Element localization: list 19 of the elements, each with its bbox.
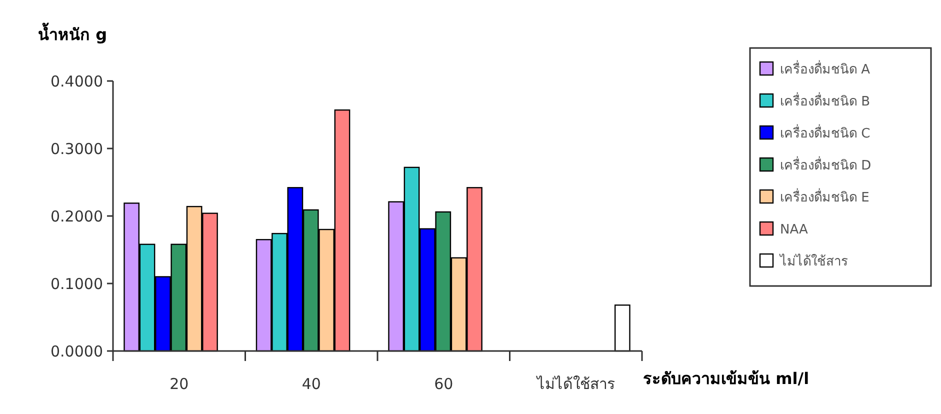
legend-label: เครื่องดื่มชนิด A: [780, 60, 870, 78]
bar: [614, 304, 630, 352]
x-tick-label: 20: [170, 375, 189, 393]
y-tick-label: 0.1000: [50, 274, 103, 293]
x-tick-label: 40: [302, 375, 321, 393]
legend-label: เครื่องดื่มชนิด B: [780, 92, 870, 110]
legend-label: เครื่องดื่มชนิด D: [780, 156, 872, 174]
x-tick-label: ไม่ได้ใช้สาร: [536, 375, 615, 393]
legend-label: เครื่องดื่มชนิด E: [780, 188, 870, 206]
legend-label: NAA: [780, 222, 808, 238]
x-tick-label: 60: [434, 375, 454, 393]
legend-label: ไม่ได้ใช้สาร: [779, 254, 848, 270]
y-axis-title: น้ำหนัก g: [38, 22, 108, 44]
y-tick-label: 0.4000: [50, 72, 103, 90]
y-tick-label: 0.3000: [50, 140, 103, 158]
x-axis-title: ระดับความเข้มข้น ml/l: [643, 369, 810, 388]
y-tick-label: 0.2000: [50, 207, 103, 226]
legend-label: เครื่องดื่มชนิด C: [780, 124, 870, 142]
y-tick-label: 0.0000: [50, 342, 103, 360]
